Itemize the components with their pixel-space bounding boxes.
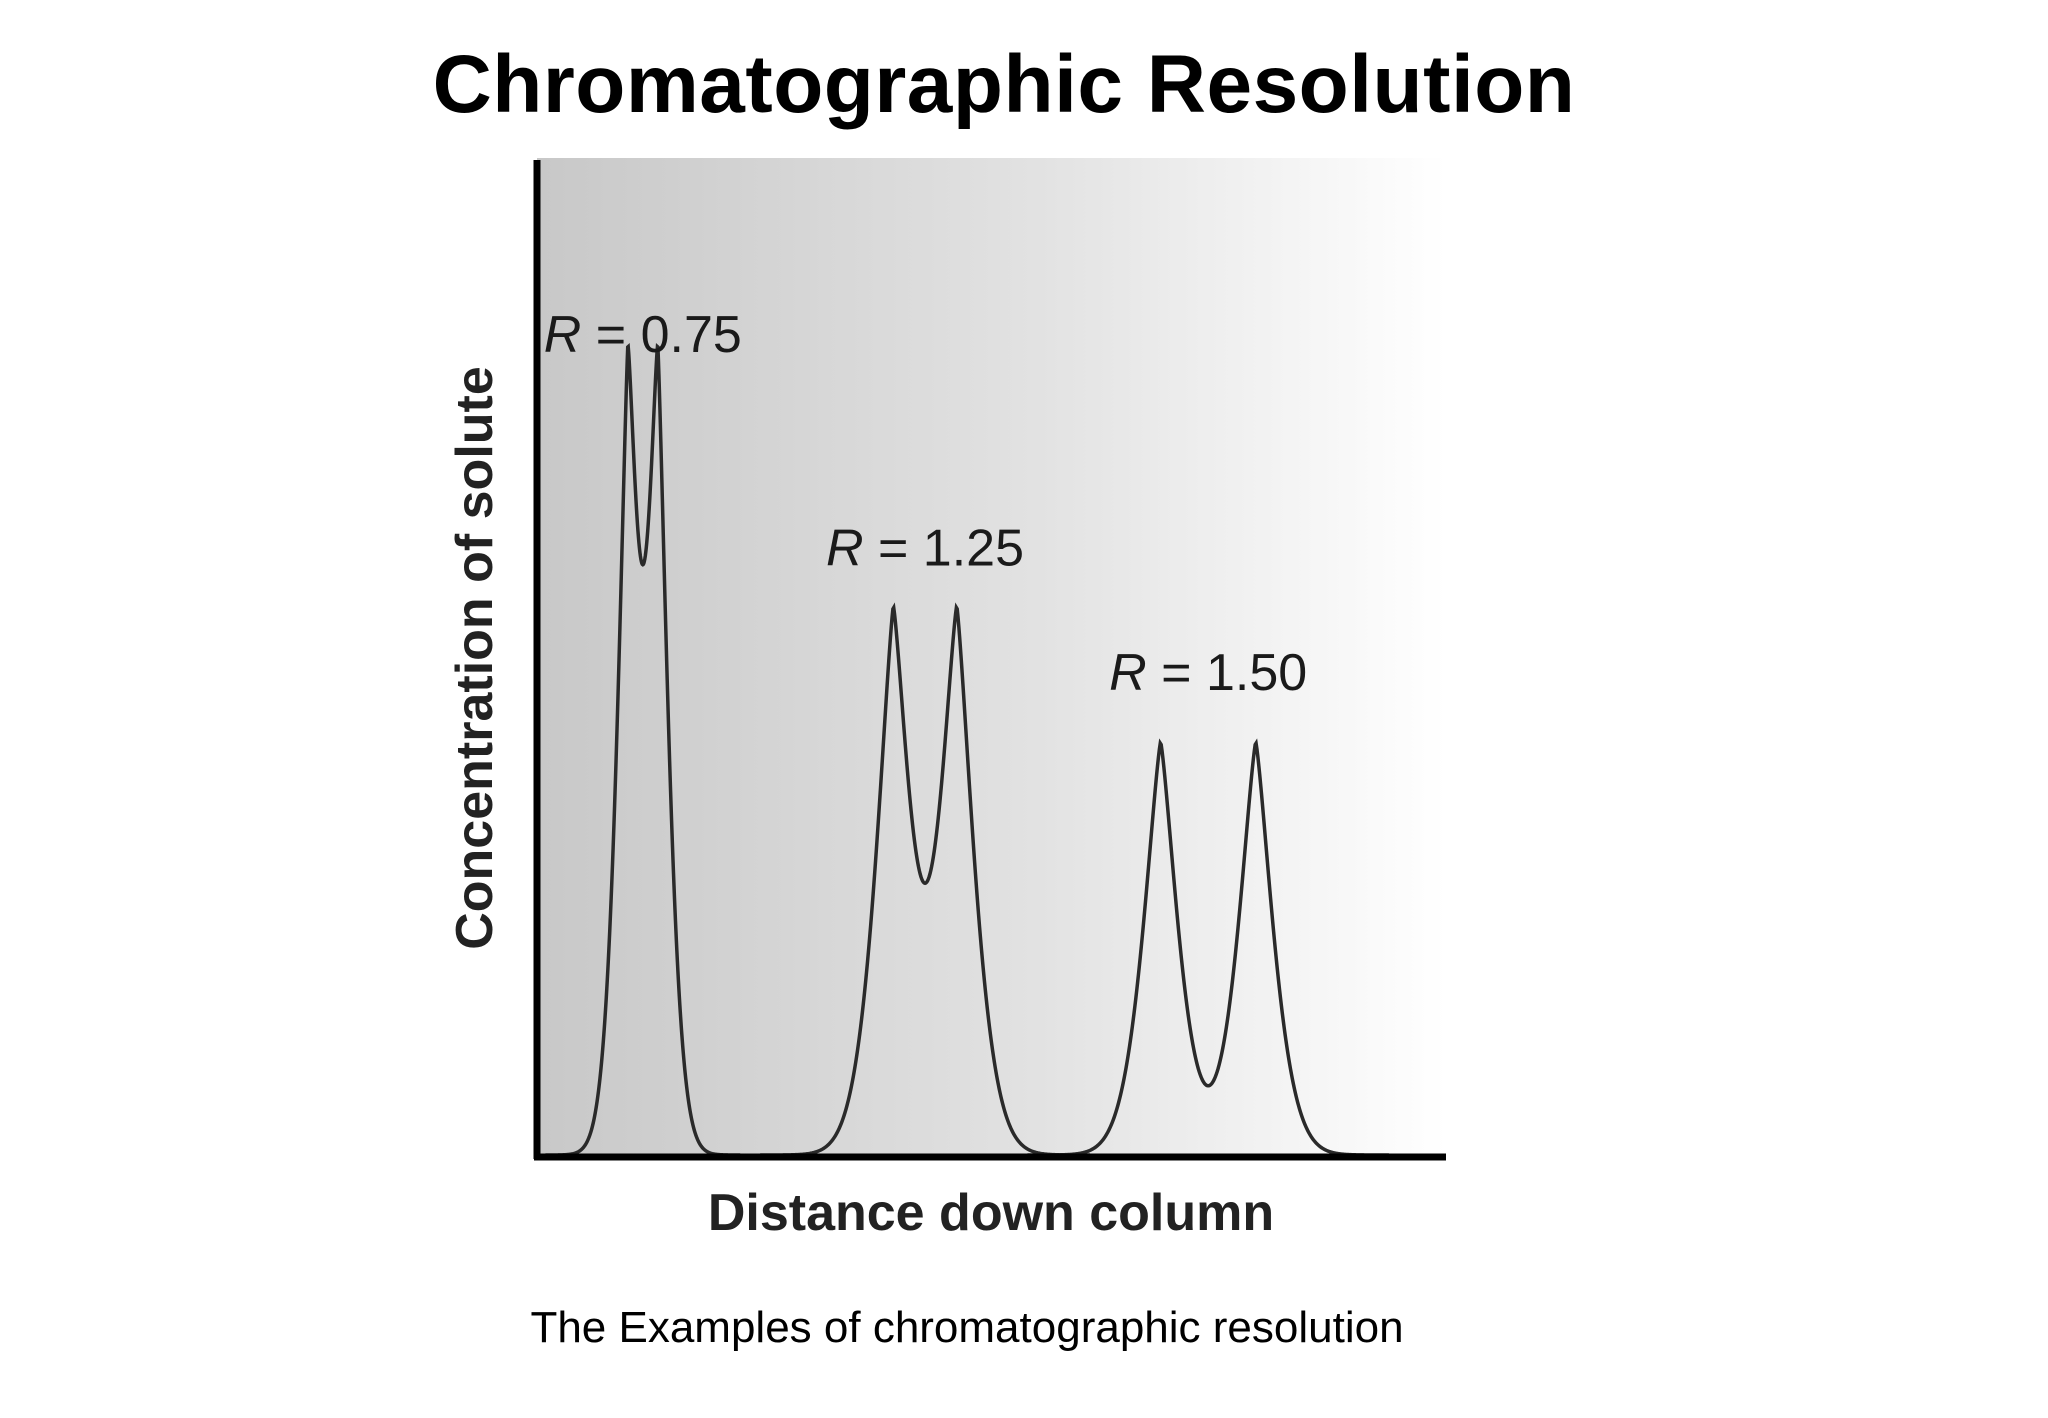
y-axis-label: Concentration of solute	[446, 366, 504, 950]
resolution-label-1: R = 0.75	[544, 306, 742, 364]
peak-series-1	[545, 342, 741, 1157]
resolution-label-2: R = 1.25	[826, 520, 1024, 578]
peak-label-group: R = 0.75 R = 1.25 R = 1.50	[544, 306, 1307, 702]
peak-series-group	[545, 342, 1389, 1157]
resolution-label-3: R = 1.50	[1109, 644, 1307, 702]
peak-series-2	[760, 602, 1090, 1157]
figure-caption: The Examples of chromatographic resoluti…	[530, 1303, 1404, 1352]
peak-series-3	[1027, 738, 1389, 1157]
page-title: Chromatographic Resolution	[432, 39, 1576, 130]
plot-background	[537, 158, 1446, 1157]
x-axis-label: Distance down column	[708, 1184, 1274, 1242]
